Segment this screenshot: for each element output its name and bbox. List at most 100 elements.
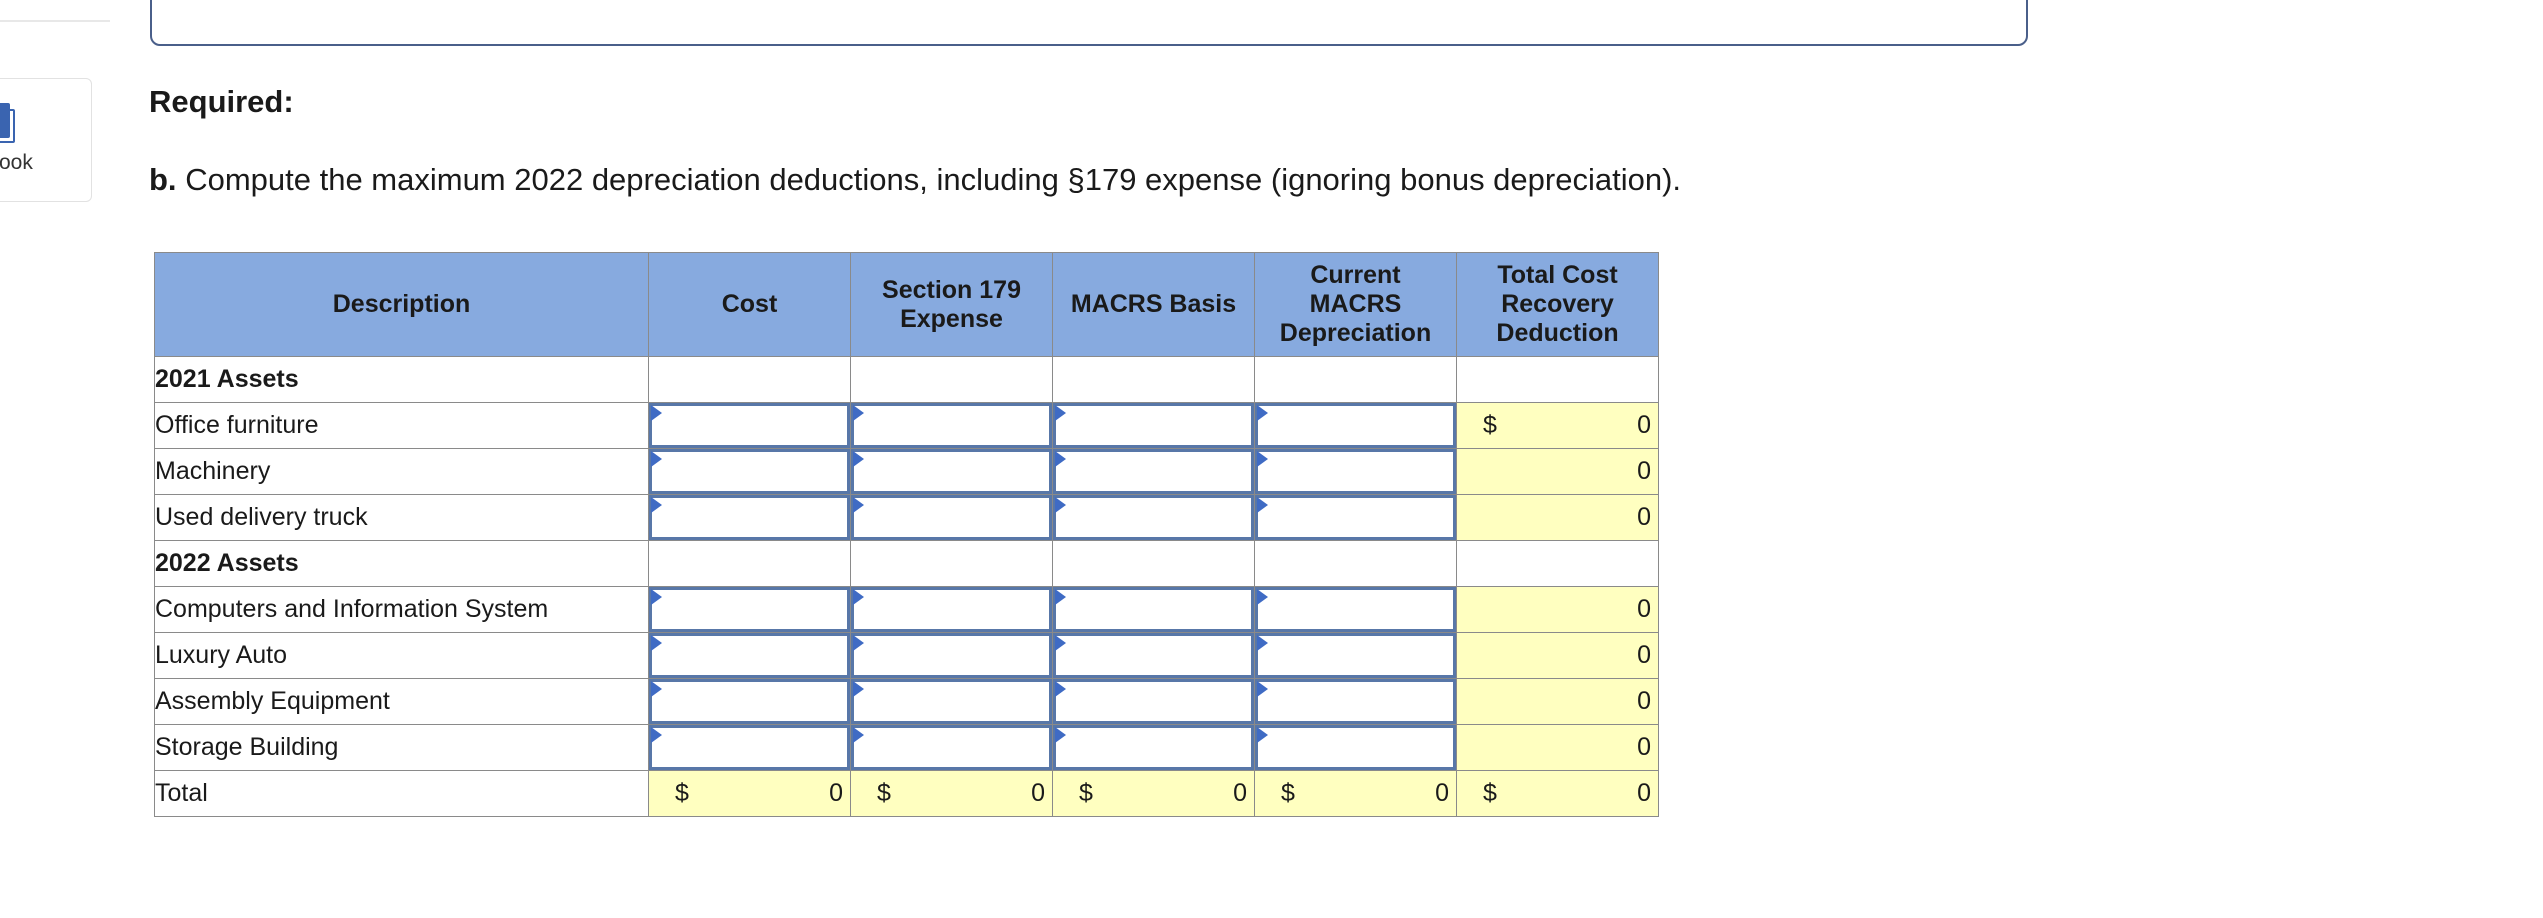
ebook-button[interactable]: Book [0, 78, 92, 202]
section-label: 2022 Assets [154, 540, 649, 587]
input-flag-icon [853, 589, 864, 605]
question-text: b. Compute the maximum 2022 depreciation… [149, 162, 1681, 198]
currency-symbol: $ [1483, 779, 1497, 807]
section-row: 2021 Assets [154, 356, 1659, 403]
input-flag-icon [1257, 589, 1268, 605]
total-cost-recovery-cell: 0 [1456, 678, 1659, 725]
cost-input[interactable] [648, 586, 851, 633]
currency-symbol: $ [877, 779, 891, 807]
computed-value: 0 [1637, 595, 1651, 623]
section-row: 2022 Assets [154, 540, 1659, 587]
total-cost-recovery-cell: 0 [1456, 724, 1659, 771]
current-macrs-input[interactable] [1254, 724, 1457, 771]
depreciation-table: Description Cost Section 179 Expense MAC… [154, 252, 1659, 817]
header-current-macrs: Current MACRS Depreciation [1254, 252, 1457, 357]
macrs-basis-input[interactable] [1052, 724, 1255, 771]
input-flag-icon [853, 405, 864, 421]
input-flag-icon [853, 635, 864, 651]
currency-symbol: $ [675, 779, 689, 807]
cost-input[interactable] [648, 402, 851, 449]
computed-value: 0 [1637, 411, 1651, 439]
header-total-cost-recovery: Total Cost Recovery Deduction [1456, 252, 1659, 357]
macrs-basis-input[interactable] [1052, 494, 1255, 541]
asset-label: Used delivery truck [154, 494, 649, 541]
table-row: Computers and Information System 0 [154, 586, 1659, 633]
header-description: Description [154, 252, 649, 357]
section179-input[interactable] [850, 724, 1053, 771]
cost-input[interactable] [648, 632, 851, 679]
input-flag-icon [1055, 451, 1066, 467]
total-cost-recovery-cell: $0 [1456, 402, 1659, 449]
input-flag-icon [853, 497, 864, 513]
section179-input[interactable] [850, 586, 1053, 633]
input-flag-icon [853, 681, 864, 697]
macrs-basis-input[interactable] [1052, 632, 1255, 679]
currency-symbol: $ [1079, 779, 1093, 807]
currency-symbol: $ [1281, 779, 1295, 807]
header-row: Description Cost Section 179 Expense MAC… [154, 252, 1659, 357]
total-cost-recovery-cell: 0 [1456, 448, 1659, 495]
header-cost: Cost [648, 252, 851, 357]
asset-label: Office furniture [154, 402, 649, 449]
macrs-basis-input[interactable] [1052, 448, 1255, 495]
required-heading: Required: [149, 84, 294, 119]
current-macrs-input[interactable] [1254, 632, 1457, 679]
input-flag-icon [853, 451, 864, 467]
ebook-label: Book [0, 151, 33, 174]
table-row: Storage Building 0 [154, 724, 1659, 771]
section179-input[interactable] [850, 494, 1053, 541]
computed-value: 0 [1637, 457, 1651, 485]
input-flag-icon [651, 451, 662, 467]
input-flag-icon [1055, 635, 1066, 651]
input-flag-icon [1055, 727, 1066, 743]
input-flag-icon [1257, 681, 1268, 697]
input-flag-icon [1257, 727, 1268, 743]
header-section179: Section 179 Expense [850, 252, 1053, 357]
total-section179-cell: $0 [850, 770, 1053, 817]
cost-input[interactable] [648, 494, 851, 541]
total-row: Total $0 $0 $0 $0 $0 [154, 770, 1659, 817]
total-cost-recovery-cell: 0 [1456, 632, 1659, 679]
question-part: b. [149, 162, 177, 197]
computed-value: 0 [1637, 641, 1651, 669]
question-body: Compute the maximum 2022 depreciation de… [185, 162, 1682, 197]
section179-input[interactable] [850, 632, 1053, 679]
macrs-basis-input[interactable] [1052, 678, 1255, 725]
input-flag-icon [1257, 451, 1268, 467]
cost-input[interactable] [648, 448, 851, 495]
input-flag-icon [1055, 589, 1066, 605]
macrs-basis-input[interactable] [1052, 586, 1255, 633]
input-flag-icon [1257, 405, 1268, 421]
current-macrs-input[interactable] [1254, 494, 1457, 541]
input-flag-icon [853, 727, 864, 743]
total-cost-recovery-total-cell: $0 [1456, 770, 1659, 817]
current-macrs-input[interactable] [1254, 448, 1457, 495]
total-cost-recovery-cell: 0 [1456, 494, 1659, 541]
current-macrs-input[interactable] [1254, 678, 1457, 725]
input-flag-icon [651, 681, 662, 697]
computed-value: 0 [1637, 503, 1651, 531]
asset-label: Storage Building [154, 724, 649, 771]
cost-input[interactable] [648, 678, 851, 725]
input-flag-icon [651, 635, 662, 651]
section179-input[interactable] [850, 448, 1053, 495]
table-row: Machinery 0 [154, 448, 1659, 495]
input-flag-icon [1257, 635, 1268, 651]
asset-label: Assembly Equipment [154, 678, 649, 725]
input-flag-icon [651, 497, 662, 513]
input-flag-icon [1257, 497, 1268, 513]
section-label: 2021 Assets [154, 356, 649, 403]
input-flag-icon [651, 589, 662, 605]
computed-value: 0 [1031, 779, 1045, 807]
current-macrs-input[interactable] [1254, 586, 1457, 633]
input-flag-icon [1055, 497, 1066, 513]
current-macrs-input[interactable] [1254, 402, 1457, 449]
macrs-basis-input[interactable] [1052, 402, 1255, 449]
section179-input[interactable] [850, 402, 1053, 449]
input-flag-icon [651, 405, 662, 421]
computed-value: 0 [829, 779, 843, 807]
cost-input[interactable] [648, 724, 851, 771]
section179-input[interactable] [850, 678, 1053, 725]
input-flag-icon [651, 727, 662, 743]
asset-label: Computers and Information System [154, 586, 649, 633]
